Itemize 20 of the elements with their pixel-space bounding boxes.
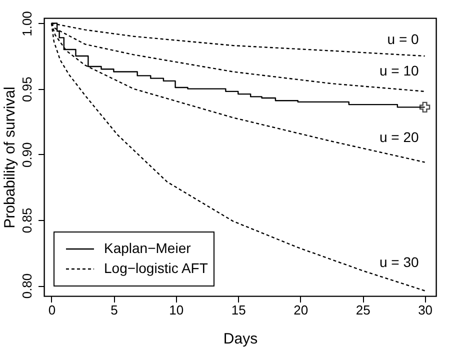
y-tick-label: 1.00: [20, 11, 34, 36]
x-tick-label: 10: [169, 302, 184, 318]
x-tick-label: 5: [110, 302, 118, 318]
x-tick-label: 20: [294, 302, 308, 318]
legend-label: Log−logistic AFT: [104, 260, 208, 276]
y-tick-label: 0.90: [20, 142, 34, 168]
annotation: u = 0: [387, 31, 420, 48]
annotation: u = 10: [379, 62, 419, 78]
y-tick-label: 0.85: [20, 208, 34, 234]
legend-label: Kaplan−Meier: [104, 240, 192, 256]
x-tick-label: 0: [48, 302, 56, 318]
x-tick-label: 30: [418, 302, 433, 318]
y-tick-label: 0.80: [20, 273, 34, 299]
x-tick-label: 25: [356, 302, 370, 318]
y-axis-title: Probability of survival: [2, 86, 18, 228]
x-tick-label: 15: [231, 302, 246, 318]
y-tick-label: 0.95: [20, 76, 34, 102]
x-axis-title: Days: [223, 330, 258, 348]
annotation: u = 30: [379, 254, 419, 270]
annotation: u = 20: [379, 129, 419, 146]
